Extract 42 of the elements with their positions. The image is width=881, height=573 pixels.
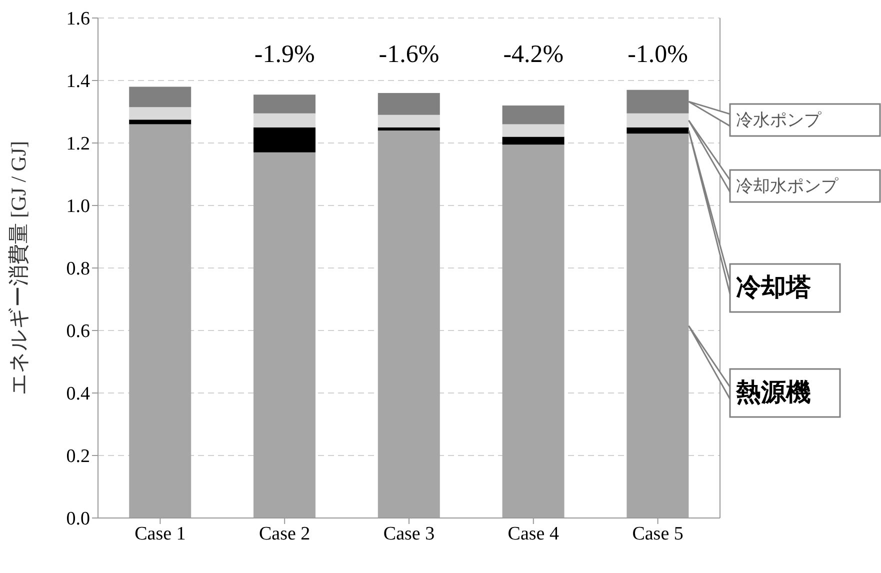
bar (626, 127, 689, 134)
y-tick-label: 0.4 (66, 384, 90, 405)
y-tick-label: 1.0 (66, 196, 90, 218)
bar (254, 113, 316, 128)
bar (129, 124, 192, 518)
annotation: -4.2% (503, 40, 564, 68)
bar (378, 114, 440, 128)
annotation: -1.6% (378, 40, 440, 68)
bar (129, 86, 192, 108)
y-tick-label: 0.2 (66, 446, 90, 468)
callout-box: 熱源機 (688, 325, 841, 418)
x-tick-label: Case 4 (508, 523, 560, 544)
bar (378, 127, 440, 130)
bar (502, 106, 564, 124)
bar (254, 127, 316, 152)
bar (502, 136, 564, 145)
bar (254, 94, 316, 114)
x-tick-label: Case 3 (383, 523, 435, 544)
bar (129, 107, 192, 120)
bar (502, 144, 564, 518)
x-tick-label: Case 1 (134, 523, 186, 544)
y-tick-label: 0.0 (66, 508, 90, 530)
y-tick-label: 1.4 (66, 71, 90, 92)
y-tick-label: 0.8 (66, 258, 90, 280)
legend-label: 冷水ポンプ (736, 110, 822, 130)
bar (378, 130, 440, 518)
bar (378, 93, 440, 115)
bar (626, 113, 689, 128)
bar (626, 90, 689, 114)
bar (502, 124, 564, 137)
annotation: -1.9% (254, 40, 315, 68)
bar (254, 152, 316, 518)
y-tick-label: 1.6 (66, 8, 90, 30)
annotation: -1.0% (628, 40, 688, 68)
y-tick-label: 0.6 (66, 321, 90, 342)
y-tick-label: 1.2 (66, 134, 90, 155)
x-tick-label: Case 5 (632, 523, 684, 544)
x-tick-label: Case 2 (259, 523, 310, 544)
bar (626, 134, 689, 518)
y-axis-title: エネルギー消費量 [GJ / GJ] (6, 140, 30, 396)
series-label: 熱源機 (735, 378, 811, 406)
bar (129, 120, 192, 124)
